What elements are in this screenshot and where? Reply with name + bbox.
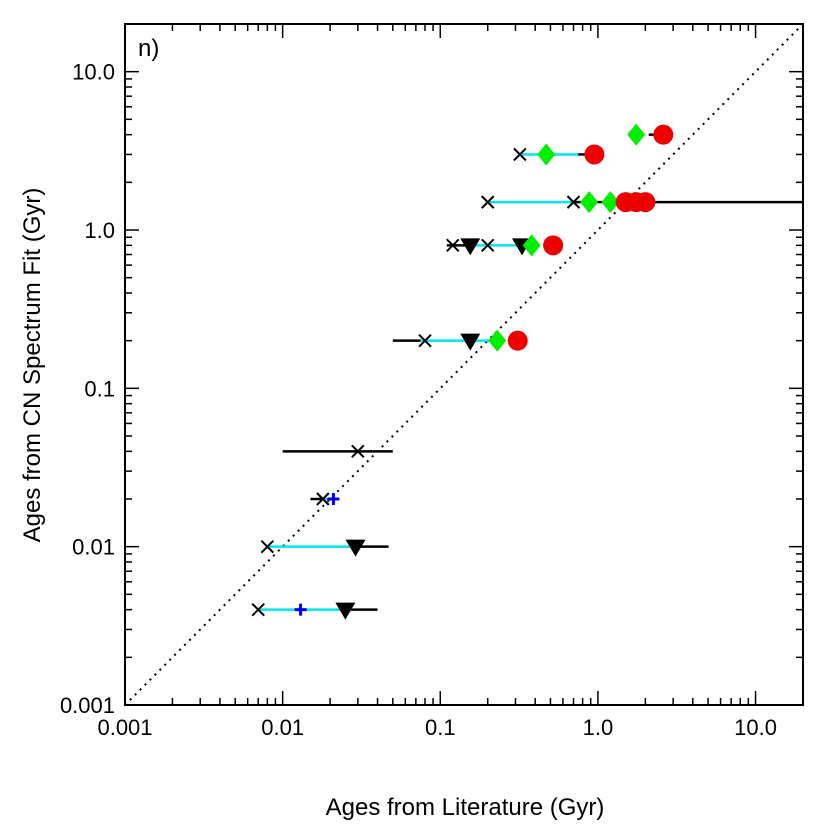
diamond-marker	[627, 123, 646, 146]
x-marker	[418, 333, 432, 348]
y-axis-title: Ages from CN Spectrum Fit (Gyr)	[19, 188, 46, 543]
plot-frame	[124, 23, 804, 706]
y-tick-label: 0.1	[84, 376, 115, 401]
x-marker	[446, 238, 460, 253]
tick-labels-layer: 0.001 0.01 0.1 1.0 10.0 0.001 0.01 0.1 1.0 10.0	[60, 60, 777, 740]
circle-marker	[543, 235, 564, 256]
plus-marker	[327, 493, 340, 506]
range-segments-layer	[258, 133, 803, 611]
triangle-marker	[335, 602, 356, 620]
x-marker	[251, 602, 265, 617]
x-tick-label: 0.1	[425, 715, 456, 740]
x-marker	[481, 195, 495, 209]
x-marker	[260, 539, 275, 554]
markers-layer	[251, 123, 674, 620]
x-tick-label: 0.01	[261, 715, 304, 740]
x-marker	[513, 147, 527, 162]
y-tick-label: 0.001	[60, 693, 115, 718]
plus-marker	[294, 603, 307, 616]
x-axis-title: Ages from Literature (Gyr)	[326, 794, 605, 821]
x-tick-label: 0.001	[97, 715, 152, 740]
circle-marker	[584, 144, 605, 165]
diamond-marker	[488, 329, 507, 352]
triangle-marker	[460, 333, 481, 351]
x-marker	[351, 444, 365, 459]
y-tick-label: 10.0	[72, 60, 115, 85]
y-tick-label: 1.0	[84, 218, 115, 243]
circle-marker	[653, 124, 674, 145]
y-tick-label: 0.01	[72, 535, 115, 560]
x-tick-label: 10.0	[734, 715, 777, 740]
diamond-marker	[522, 234, 541, 257]
diamond-marker	[537, 143, 556, 166]
circle-marker	[635, 192, 656, 213]
x-marker	[316, 492, 330, 506]
panel-label: n)	[138, 35, 159, 62]
circle-marker	[507, 330, 528, 351]
x-marker	[566, 195, 581, 209]
triangle-marker	[345, 539, 366, 557]
x-tick-label: 1.0	[583, 715, 614, 740]
x-marker	[481, 238, 495, 253]
triangle-marker	[460, 238, 481, 256]
diamond-marker	[601, 191, 620, 214]
diamond-marker	[580, 191, 599, 214]
